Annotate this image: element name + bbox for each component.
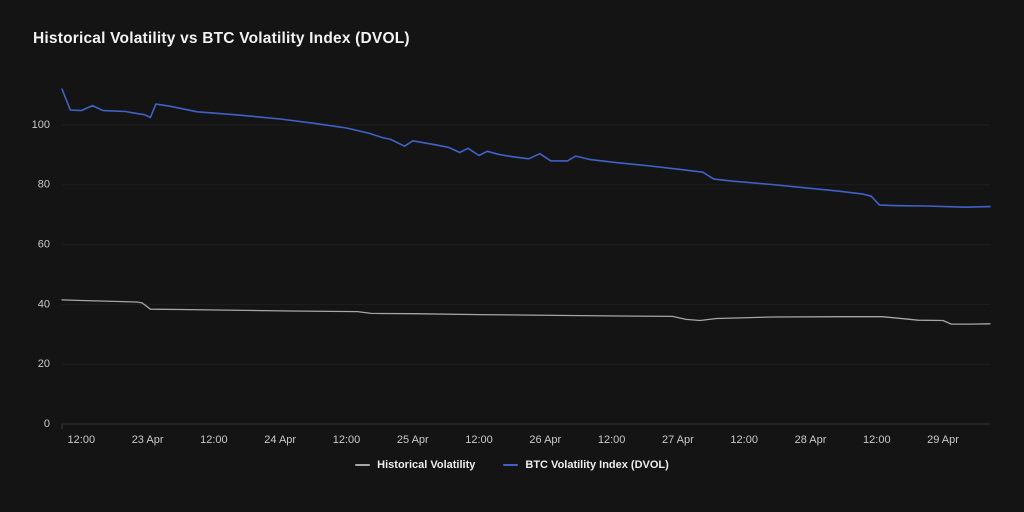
historical-volatility-line-swatch bbox=[355, 464, 371, 466]
x-axis-label: 24 Apr bbox=[264, 434, 296, 446]
y-axis-label: 40 bbox=[38, 298, 50, 310]
chart-legend: Historical Volatility BTC Volatility Ind… bbox=[0, 459, 1024, 471]
legend-item-dvol[interactable]: BTC Volatility Index (DVOL) bbox=[503, 459, 669, 471]
x-axis-label: 29 Apr bbox=[927, 434, 959, 446]
x-axis-label: 12:00 bbox=[730, 434, 758, 446]
y-axis-label: 80 bbox=[38, 179, 50, 191]
x-axis-label: 12:00 bbox=[465, 434, 493, 446]
y-axis-label: 20 bbox=[38, 358, 50, 370]
x-axis-label: 27 Apr bbox=[662, 434, 694, 446]
x-axis-label: 23 Apr bbox=[132, 434, 164, 446]
x-axis-label: 12:00 bbox=[200, 434, 228, 446]
series-line-historical-volatility bbox=[61, 299, 991, 325]
dvol-line-swatch bbox=[503, 464, 519, 466]
y-axis-label: 0 bbox=[44, 418, 50, 430]
x-axis-label: 28 Apr bbox=[795, 434, 827, 446]
legend-label-historical-volatility: Historical Volatility bbox=[377, 459, 476, 471]
x-axis-label: 26 Apr bbox=[529, 434, 561, 446]
x-axis-label: 12:00 bbox=[333, 434, 361, 446]
legend-item-historical-volatility[interactable]: Historical Volatility bbox=[355, 459, 475, 471]
y-axis-label: 100 bbox=[32, 119, 50, 131]
x-axis-label: 12:00 bbox=[598, 434, 626, 446]
x-axis-label: 25 Apr bbox=[397, 434, 429, 446]
x-axis-label: 12:00 bbox=[68, 434, 96, 446]
series-line-dvol bbox=[61, 88, 991, 208]
x-axis-label: 12:00 bbox=[863, 434, 891, 446]
y-axis-label: 60 bbox=[38, 239, 50, 251]
chart-title: Historical Volatility vs BTC Volatility … bbox=[33, 30, 410, 47]
legend-label-dvol: BTC Volatility Index (DVOL) bbox=[525, 459, 669, 471]
